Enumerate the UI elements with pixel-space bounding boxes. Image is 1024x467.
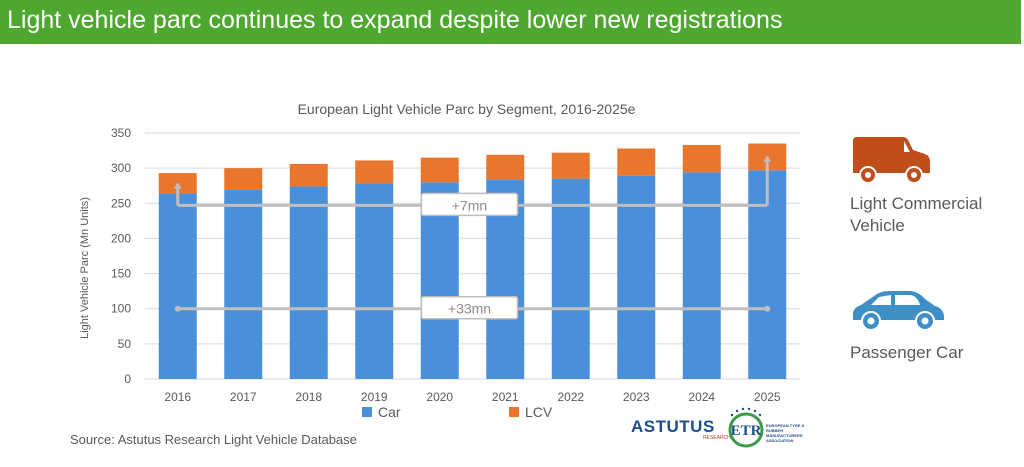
chart-title: European Light Vehicle Parc by Segment, … [298, 101, 636, 117]
growth-annotation-2-label: +33mn [448, 301, 491, 317]
y-tick-label: 0 [124, 372, 131, 386]
etrma-logo-mark: ETR [728, 407, 764, 448]
bar-lcv-2022 [551, 152, 590, 179]
x-tick-label: 2018 [295, 390, 322, 404]
lcv-label-line-2: Vehicle [850, 216, 905, 235]
x-tick-label: 2025 [754, 390, 781, 404]
bar-lcv-2023 [617, 148, 656, 176]
bar-car-2019 [355, 183, 394, 379]
growth-annotation-2-label-box [420, 295, 519, 320]
etrma-logo: ETR EUROPEAN TYRE & RUBBER MANUFACTURERS… [724, 406, 804, 455]
bar-lcv-2021 [486, 154, 525, 181]
car-side-label: Passenger Car [850, 343, 964, 362]
van-icon [851, 135, 933, 190]
bar-car-2022 [551, 178, 590, 379]
bar-lcv-2017 [224, 168, 263, 190]
car-icon [849, 290, 947, 337]
x-tick-label: 2024 [688, 390, 715, 404]
x-tick-label: 2019 [361, 390, 388, 404]
bar-lcv-2019 [355, 160, 394, 184]
y-tick-label: 50 [118, 337, 132, 351]
bar-car-2018 [289, 186, 328, 379]
bar-car-2023 [617, 175, 656, 379]
source-note: Source: Astutus Research Light Vehicle D… [70, 432, 357, 447]
legend-swatch-lcv [509, 407, 519, 417]
etrma-logo-subtext: EUROPEAN TYRE & RUBBER MANUFACTURERS' AS… [766, 423, 805, 443]
title-banner: Light vehicle parc continues to expand d… [0, 0, 1021, 44]
x-tick-label: 2023 [623, 390, 650, 404]
lcv-side-label: Light Commercial Vehicle [850, 193, 982, 237]
y-tick-label: 100 [111, 302, 131, 316]
legend-label-car: Car [378, 404, 401, 420]
lcv-label-line-1: Light Commercial [850, 194, 983, 213]
y-tick-label: 250 [111, 196, 131, 210]
growth-annotation-1-right-arrow [763, 155, 772, 162]
x-tick-label: 2020 [426, 390, 453, 404]
y-axis-label: Light Vehicle Parc (Mn Units) [79, 197, 91, 339]
x-tick-label: 2016 [164, 390, 191, 404]
y-tick-label: 200 [111, 231, 131, 245]
bar-lcv-2020 [420, 157, 459, 183]
x-tick-label: 2017 [230, 390, 257, 404]
x-tick-label: 2022 [557, 390, 584, 404]
astutus-logo-text: ASTUTUS [631, 417, 715, 436]
bar-car-2017 [224, 189, 263, 379]
legend-label-lcv: LCV [525, 404, 553, 420]
page-title: Light vehicle parc continues to expand d… [7, 6, 783, 34]
y-tick-label: 350 [111, 126, 131, 140]
bar-car-2016 [158, 193, 197, 379]
growth-annotation-1-left-arrow [173, 182, 182, 189]
legend-swatch-car [362, 407, 372, 417]
y-tick-label: 300 [111, 161, 131, 175]
etrma-logo-text: ETR [731, 423, 762, 439]
y-tick-label: 150 [111, 267, 131, 281]
bar-car-2024 [682, 172, 721, 379]
x-tick-label: 2021 [492, 390, 519, 404]
astutus-logo: ASTUTUS RESEARCH [631, 417, 731, 441]
bar-lcv-2024 [682, 144, 721, 173]
growth-annotation-1-label-box [420, 192, 519, 217]
bar-lcv-2018 [289, 163, 328, 187]
growth-annotation-1-label: +7mn [452, 197, 487, 213]
astutus-logo-subtext: RESEARCH [703, 435, 731, 441]
